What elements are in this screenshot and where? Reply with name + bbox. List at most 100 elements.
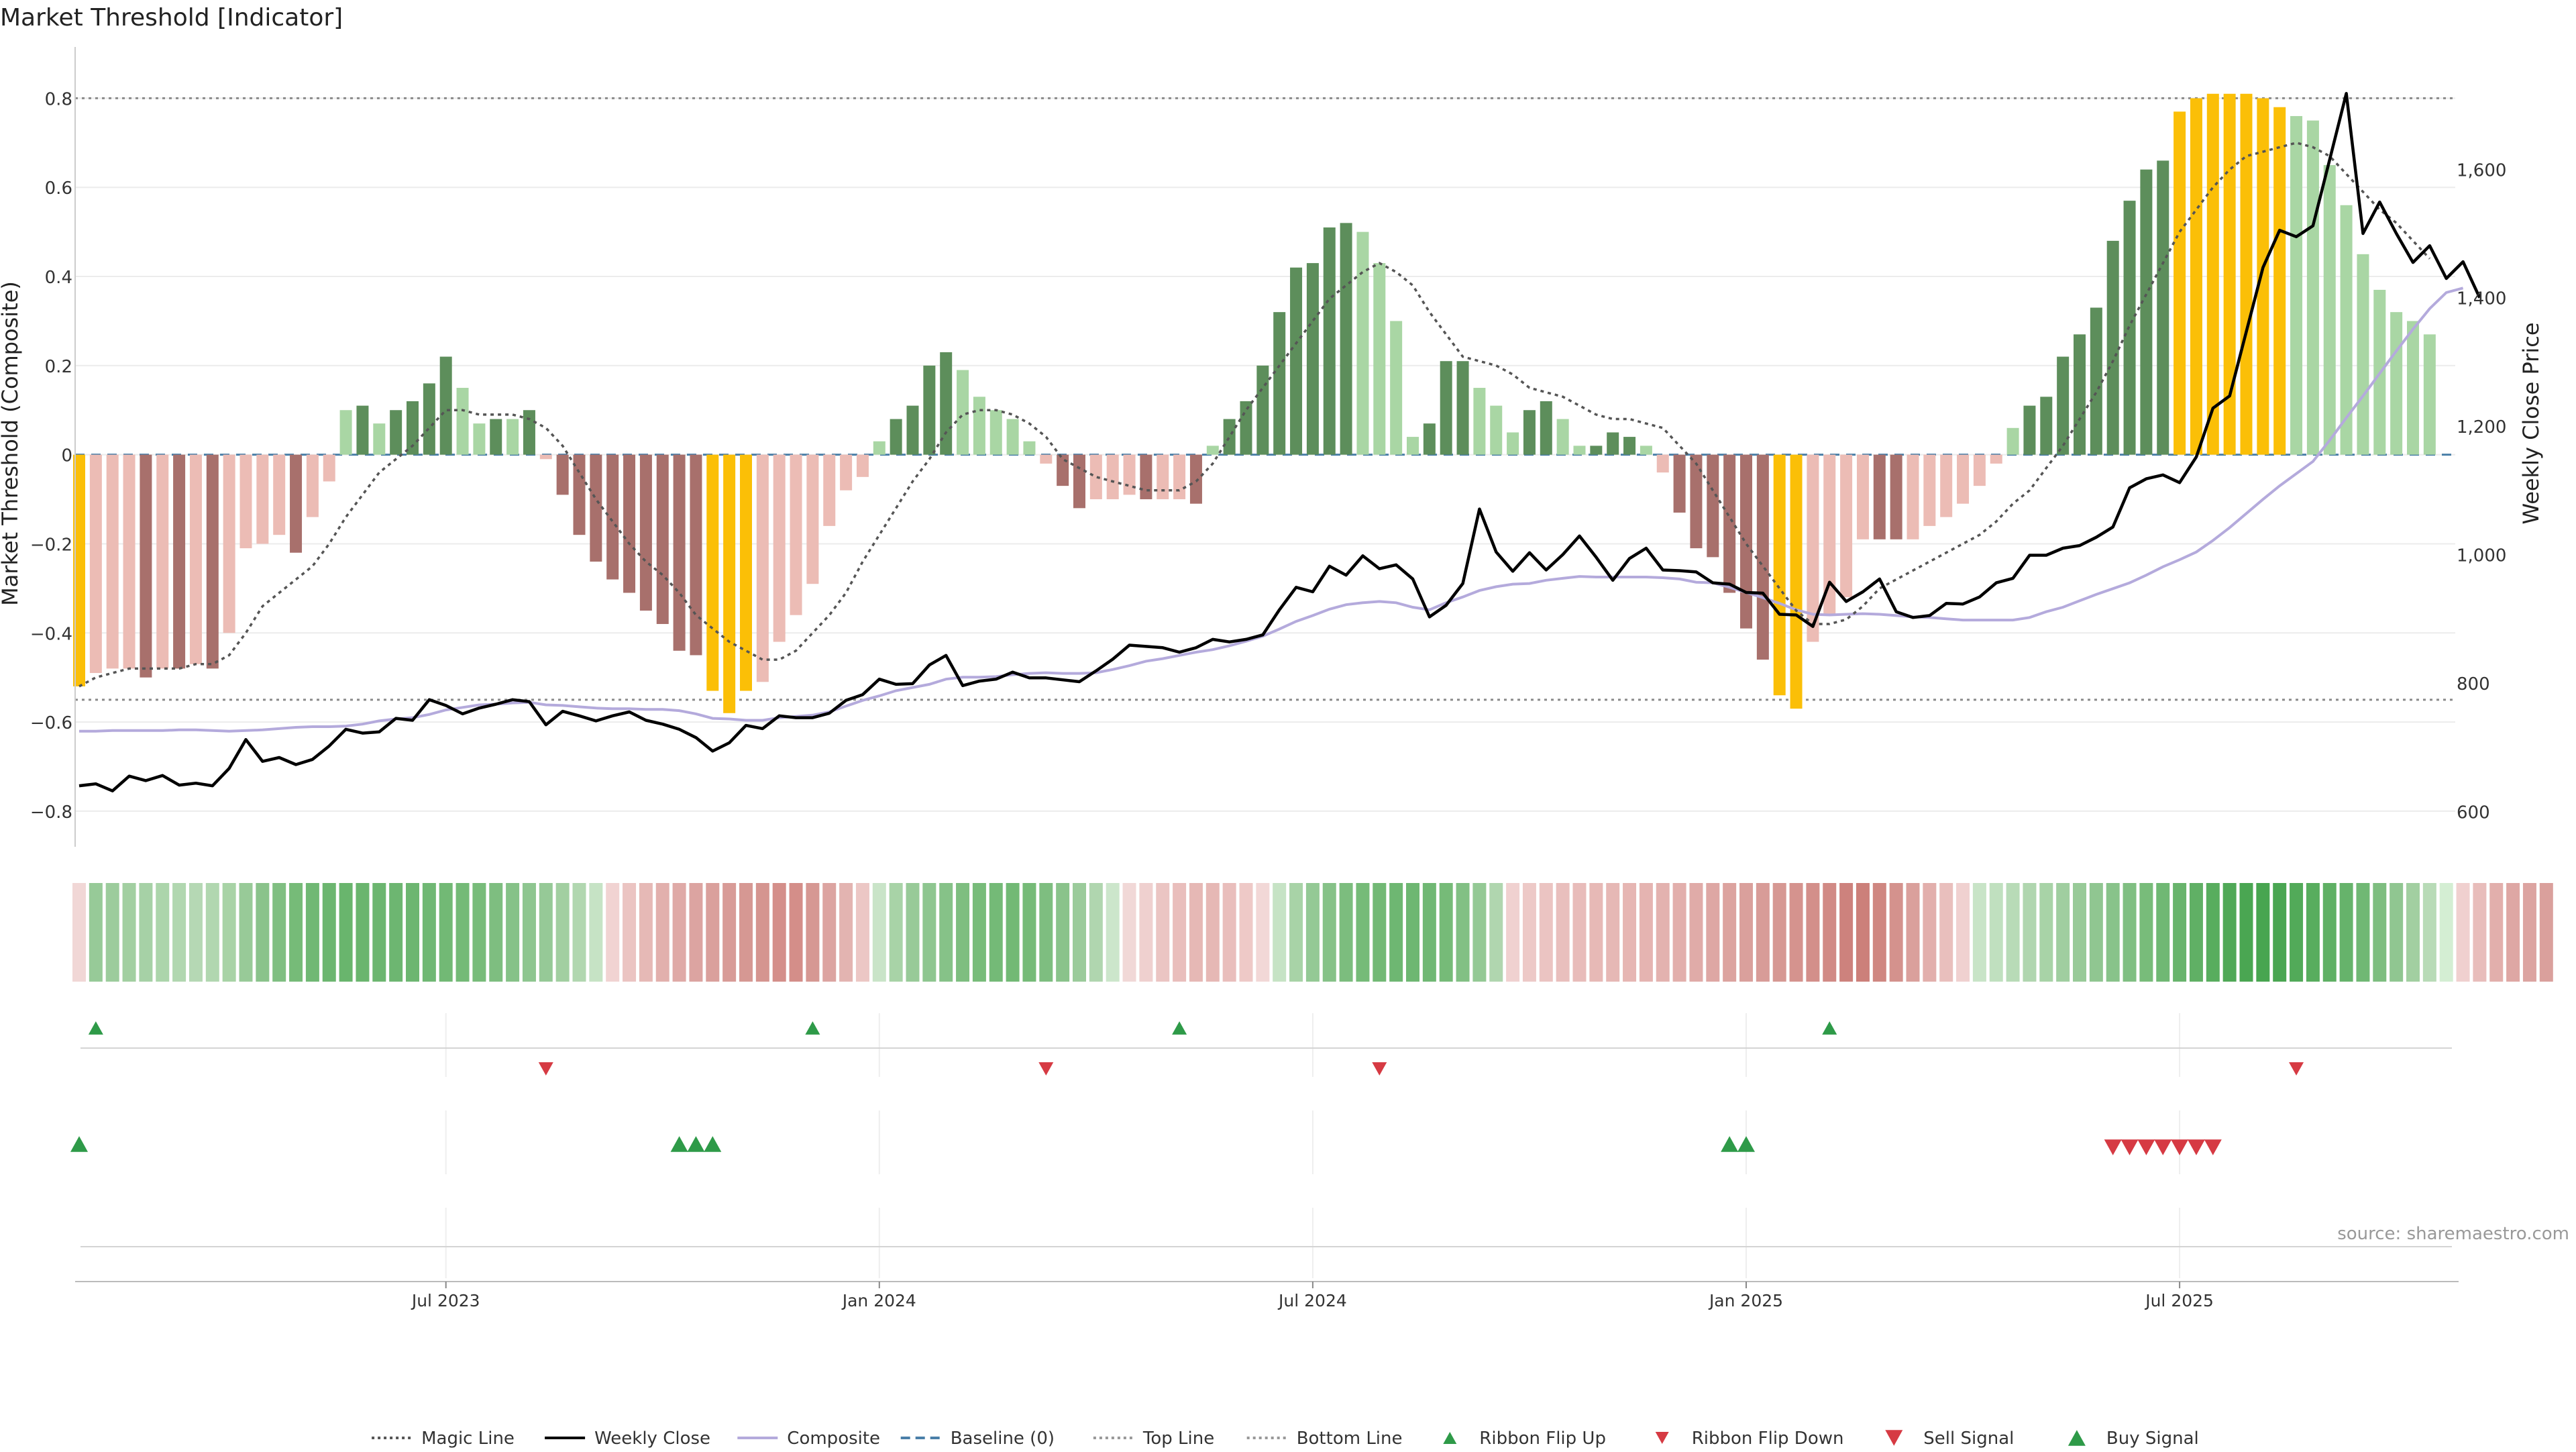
composite-bar-125: [2157, 160, 2169, 455]
composite-bar-135: [2323, 165, 2336, 455]
composite-bar-69: [1223, 419, 1236, 455]
legend-item-0: Magic Line: [372, 1429, 515, 1449]
composite-bar-137: [2357, 254, 2369, 455]
y-tick-label-left-8: 0.8: [45, 89, 72, 109]
legend-swatch-8: [1885, 1430, 1903, 1446]
ribbon-cell-74: [1305, 883, 1320, 982]
legend-label-2: Composite: [787, 1429, 880, 1449]
y-tick-label-right-2: 1,000: [2457, 546, 2506, 566]
legend-item-6: Ribbon Flip Up: [1443, 1429, 1606, 1449]
composite-bar-104: [1807, 454, 1819, 642]
ribbon-cell-53: [956, 883, 970, 982]
buy-signal-marker-2: [687, 1136, 705, 1152]
composite-bar-64: [1140, 454, 1152, 500]
ribbon-cell-24: [472, 883, 486, 982]
ribbon-cell-92: [1606, 883, 1620, 982]
ribbon-cell-79: [1389, 883, 1403, 982]
ribbon-cell-77: [1356, 883, 1370, 982]
composite-bar-11: [256, 454, 269, 544]
y-tick-label-right-3: 1,200: [2457, 417, 2506, 437]
y-tick-label-left-4: 0: [61, 446, 72, 466]
composite-bar-126: [2174, 111, 2186, 455]
composite-bar-25: [490, 419, 502, 455]
ribbon-cell-96: [1672, 883, 1686, 982]
ribbon-cell-52: [939, 883, 953, 982]
composite-bar-134: [2306, 120, 2319, 455]
ribbon-cell-36: [672, 883, 686, 982]
ribbon-cell-143: [2456, 883, 2470, 982]
ribbon-cell-17: [356, 883, 370, 982]
x-tick-label-2: Jul 2024: [1277, 1291, 1347, 1310]
composite-bar-45: [823, 454, 836, 526]
composite-bar-10: [239, 454, 252, 549]
ribbon-cell-31: [589, 883, 603, 982]
composite-bar-87: [1523, 410, 1536, 455]
composite-bar-66: [1173, 454, 1186, 500]
ribbon-cell-99: [1723, 883, 1737, 982]
composite-bar-67: [1189, 454, 1202, 504]
composite-bar-9: [223, 454, 235, 633]
ribbon-cell-56: [1006, 883, 1020, 982]
composite-bar-6: [173, 454, 186, 669]
composite-bar-2: [106, 454, 119, 669]
ribbon-cell-84: [1472, 883, 1487, 982]
ribbon-strip: [72, 883, 2553, 982]
ribbon-cell-22: [439, 883, 453, 982]
composite-bar-33: [623, 454, 636, 593]
legend-label-9: Buy Signal: [2106, 1429, 2199, 1449]
composite-bar-61: [1089, 454, 1102, 500]
ribbon-cell-118: [2039, 883, 2053, 982]
composite-bar-5: [156, 454, 169, 669]
ribbon-cell-20: [406, 883, 419, 982]
ribbon-cell-7: [189, 883, 203, 982]
ribbon-cell-23: [455, 883, 470, 982]
composite-bar-68: [1206, 446, 1219, 455]
ribbon-cell-69: [1222, 883, 1236, 982]
ribbon-cell-141: [2422, 883, 2436, 982]
ribbon-cell-121: [2089, 883, 2103, 982]
ribbon-cell-144: [2473, 883, 2487, 982]
composite-bar-108: [1873, 454, 1886, 539]
composite-bar-79: [1390, 321, 1403, 455]
composite-bar-77: [1356, 231, 1369, 455]
ribbon-cell-88: [1539, 883, 1553, 982]
magic-line: [78, 141, 2431, 688]
composite-bar-93: [1623, 437, 1636, 455]
ribbon-cell-128: [2206, 883, 2220, 982]
ribbon-cell-113: [1956, 883, 1970, 982]
composite-line: [79, 287, 2464, 733]
composite-bar-75: [1323, 227, 1336, 455]
x-tick-label-3: Jan 2025: [1708, 1291, 1783, 1310]
ribbon-cell-89: [1556, 883, 1570, 982]
legend-item-1: Weekly Close: [545, 1429, 710, 1449]
ribbon-cell-5: [156, 883, 170, 982]
ribbon-cell-48: [872, 883, 886, 982]
ribbon-cell-49: [889, 883, 903, 982]
composite-bar-114: [1973, 454, 1986, 486]
composite-bar-34: [639, 454, 652, 611]
composite-bar-113: [1957, 454, 1970, 504]
composite-bar-124: [2140, 169, 2153, 455]
ribbon-cell-21: [422, 883, 436, 982]
ribbon-cell-147: [2522, 883, 2536, 982]
composite-bar-63: [1123, 454, 1136, 495]
ribbon-cell-145: [2489, 883, 2504, 982]
composite-bar-65: [1157, 454, 1169, 500]
ribbon-cell-37: [689, 883, 703, 982]
composite-bar-19: [390, 410, 402, 455]
composite-bar-72: [1273, 312, 1286, 455]
composite-bar-88: [1540, 401, 1552, 455]
ribbon-cell-100: [1739, 883, 1753, 982]
y-tick-label-left-7: 0.6: [45, 178, 72, 199]
ribbon-flip-panel: [80, 1021, 2452, 1076]
ribbon-cell-82: [1439, 883, 1453, 982]
ribbon-cell-61: [1089, 883, 1103, 982]
composite-bar-23: [456, 388, 469, 455]
ribbon-cell-146: [2506, 883, 2520, 982]
ribbon-cell-44: [806, 883, 820, 982]
composite-bar-39: [723, 454, 736, 713]
composite-bar-128: [2206, 93, 2219, 455]
sell-signal-marker-3: [2154, 1139, 2172, 1155]
ribbon-cell-85: [1489, 883, 1503, 982]
composite-bar-41: [756, 454, 769, 682]
